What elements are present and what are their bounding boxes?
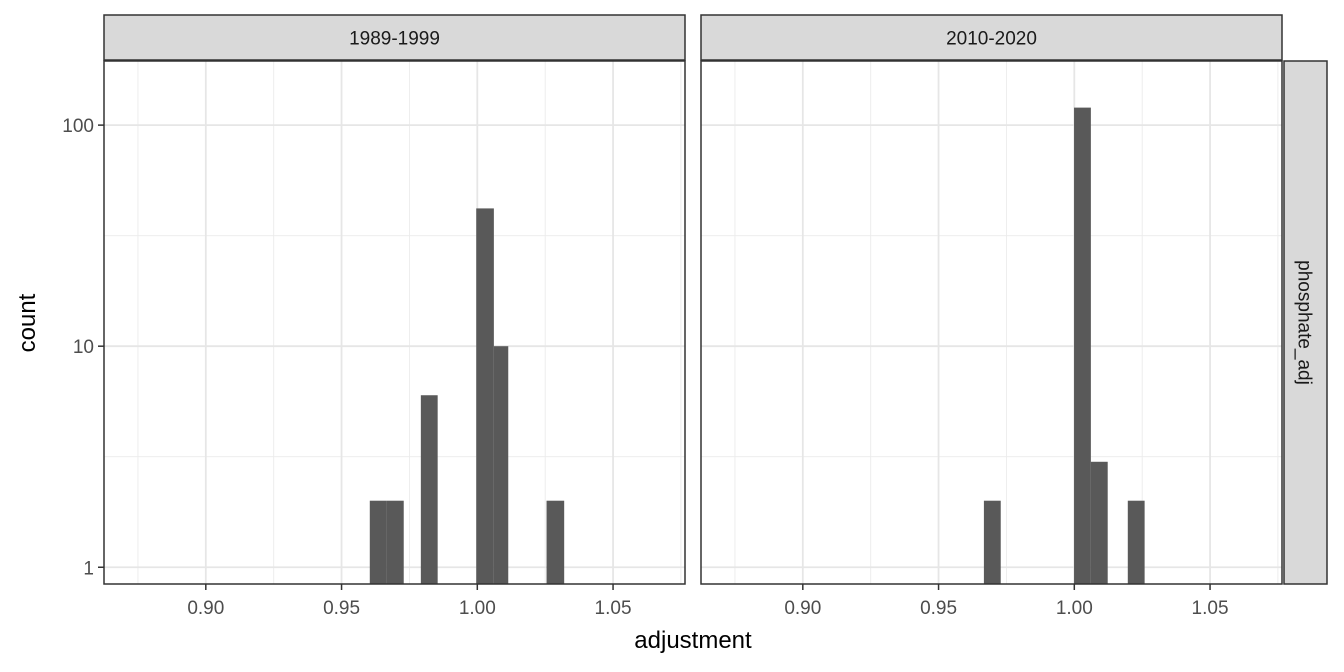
histogram-bar	[1127, 500, 1145, 584]
x-tick-label: 1.00	[459, 598, 496, 619]
histogram-bar	[386, 500, 404, 584]
x-tick-label: 1.05	[1192, 598, 1229, 619]
histogram-bar	[983, 500, 1001, 584]
panel-background	[701, 61, 1282, 584]
histogram-bar	[476, 208, 494, 584]
histogram-bar	[546, 500, 565, 584]
histogram-bar	[1074, 107, 1091, 584]
row-strip-label: phosphate_adj	[1294, 260, 1315, 385]
facet-panel-1: 1989-1999 0.90 0.95 1.00 1.05 1 10 100	[62, 14, 686, 619]
y-tick-label: 10	[73, 337, 94, 358]
histogram-bar	[1090, 461, 1108, 584]
facet-strip	[700, 14, 1283, 61]
row-strip: phosphate_adj	[1283, 60, 1328, 585]
panel-border	[103, 60, 686, 585]
histogram-bar	[420, 395, 438, 584]
facet-strip-label: 2010-2020	[946, 29, 1037, 50]
x-tick-label: 0.90	[784, 598, 821, 619]
histogram-bar	[493, 346, 509, 584]
x-tick-label: 0.90	[187, 598, 224, 619]
x-axis-title: adjustment	[634, 627, 752, 654]
x-tick-label: 1.05	[595, 598, 632, 619]
panel-border	[700, 60, 1283, 585]
row-strip-box	[1283, 60, 1328, 585]
x-tick-label: 1.00	[1056, 598, 1093, 619]
histogram-bar	[369, 500, 387, 584]
y-axis-title: count	[14, 293, 41, 352]
facet-strip	[103, 14, 686, 61]
y-tick-label: 100	[62, 116, 94, 137]
facet-panel-2: 2010-2020 0.90 0.95 1.00 1.05	[700, 14, 1283, 619]
y-tick-label: 1	[83, 558, 94, 579]
facet-strip-label: 1989-1999	[349, 29, 440, 50]
panel-background	[104, 61, 685, 584]
x-tick-label: 0.95	[323, 598, 360, 619]
x-tick-label: 0.95	[920, 598, 957, 619]
